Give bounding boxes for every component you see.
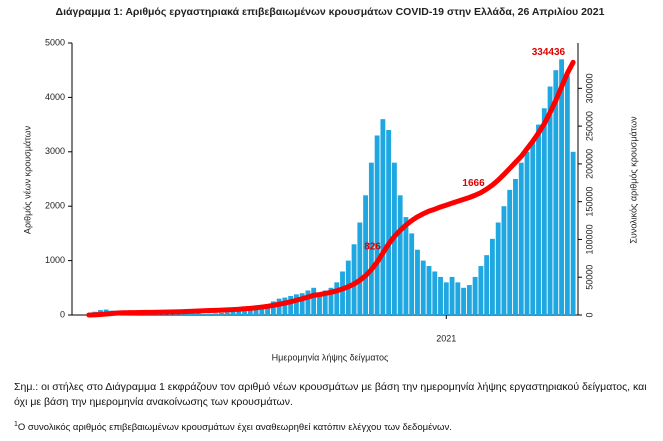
bar xyxy=(380,119,386,315)
bar xyxy=(224,312,230,315)
bar xyxy=(455,282,461,315)
bar xyxy=(288,295,294,315)
y-tick-label: 0 xyxy=(60,309,65,319)
y-tick-label: 4000 xyxy=(45,92,65,102)
footnote: 1Ο συνολικός αριθμός επιβεβαιωμένων κρου… xyxy=(14,417,452,435)
bar xyxy=(530,140,536,315)
note: Σημ.: οι στήλες στο Διάγραμμα 1 εκφράζου… xyxy=(14,381,647,408)
bar xyxy=(443,282,449,315)
bar xyxy=(247,308,253,315)
bar xyxy=(282,297,288,315)
bar xyxy=(340,271,345,315)
bar xyxy=(426,266,432,315)
y-tick-label: 5000 xyxy=(45,37,65,47)
bar xyxy=(368,162,374,315)
annotation: 1666 xyxy=(462,178,485,189)
bar xyxy=(495,222,501,315)
bar xyxy=(357,222,363,315)
bar xyxy=(507,189,513,315)
bar xyxy=(478,266,484,315)
bar xyxy=(386,130,392,315)
bar xyxy=(276,298,282,315)
bar xyxy=(207,313,213,315)
bar xyxy=(397,195,403,315)
annotation: 826 xyxy=(364,242,381,253)
y2-tick-label: 150000 xyxy=(584,187,594,217)
bar xyxy=(259,305,265,315)
bar xyxy=(219,312,224,315)
cumulative-line xyxy=(86,59,576,318)
bar xyxy=(236,310,242,315)
bar xyxy=(230,311,236,315)
y2-tick-label: 250000 xyxy=(584,111,594,141)
bar xyxy=(253,306,259,315)
bar xyxy=(351,244,357,315)
footnote-text: Ο συνολικός αριθμός επιβεβαιωμένων κρουσ… xyxy=(17,422,452,434)
bar xyxy=(541,108,547,315)
bar xyxy=(466,285,472,315)
bar xyxy=(374,135,380,315)
bar xyxy=(322,290,328,315)
bar xyxy=(270,301,276,315)
bar xyxy=(501,206,507,315)
bar xyxy=(553,70,559,315)
bar xyxy=(513,179,518,315)
chart: Διάγραμμα 1: Αριθμός εργαστηριακά επιβεβ… xyxy=(22,6,638,363)
bar xyxy=(403,217,409,315)
bar xyxy=(305,290,311,315)
x-tick-label: 2021 xyxy=(436,333,456,343)
bar xyxy=(415,249,420,315)
bar xyxy=(472,276,478,315)
bar xyxy=(449,276,455,315)
bar xyxy=(409,233,415,315)
bar xyxy=(547,86,553,316)
bar xyxy=(432,271,438,315)
bar xyxy=(201,313,207,315)
bar xyxy=(420,260,426,315)
y2-tick-label: 50000 xyxy=(584,265,594,290)
y-tick-label: 1000 xyxy=(45,255,65,265)
bar xyxy=(328,287,334,315)
bar xyxy=(299,293,305,315)
bar xyxy=(438,276,443,315)
bar xyxy=(265,304,271,315)
y2-tick-label: 0 xyxy=(584,312,594,317)
bar xyxy=(489,238,495,315)
bar xyxy=(559,59,565,315)
bar xyxy=(461,287,467,315)
chart-title: Διάγραμμα 1: Αριθμός εργαστηριακά επιβεβ… xyxy=(56,6,605,18)
y2-tick-label: 200000 xyxy=(584,149,594,179)
bar xyxy=(334,282,340,315)
y2-tick-label: 100000 xyxy=(584,224,594,254)
footnote-mark: 1 xyxy=(14,421,18,428)
bar xyxy=(242,309,247,315)
annotation: 334436 xyxy=(532,47,566,58)
bar xyxy=(213,313,219,315)
bar xyxy=(518,162,524,315)
y2-axis-label: Συνολικός αριθμός κρουσμάτων xyxy=(628,116,638,244)
bar xyxy=(317,293,322,315)
bar xyxy=(564,75,570,315)
bar xyxy=(524,151,530,315)
y-tick-label: 2000 xyxy=(45,201,65,211)
bar xyxy=(311,287,317,315)
y-axis-label: Αριθμός νέων κρουσμάτων xyxy=(22,125,32,234)
bar xyxy=(536,124,541,315)
bar xyxy=(293,294,299,315)
bar xyxy=(570,151,576,315)
x-axis-label: Ημερομηνία λήψης δείγματος xyxy=(272,352,389,362)
bar xyxy=(484,255,490,315)
bar xyxy=(363,195,369,315)
y-tick-label: 3000 xyxy=(45,146,65,156)
y2-tick-label: 300000 xyxy=(584,73,594,103)
